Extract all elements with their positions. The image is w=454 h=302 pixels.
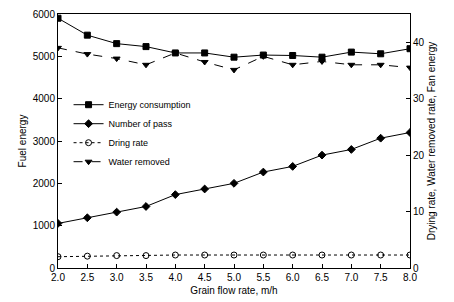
svg-text:20: 20 — [413, 150, 425, 161]
svg-text:1000: 1000 — [33, 220, 56, 231]
svg-text:Energy consumption: Energy consumption — [109, 100, 191, 110]
svg-text:3.5: 3.5 — [139, 272, 153, 283]
svg-text:0: 0 — [49, 263, 55, 274]
svg-text:Fuel energy: Fuel energy — [17, 115, 28, 168]
svg-text:0: 0 — [413, 263, 419, 274]
svg-text:4000: 4000 — [33, 93, 56, 104]
svg-text:6000: 6000 — [33, 9, 56, 20]
svg-text:5.0: 5.0 — [227, 272, 241, 283]
svg-text:7.0: 7.0 — [344, 272, 358, 283]
svg-text:2000: 2000 — [33, 178, 56, 189]
svg-text:2.0: 2.0 — [51, 272, 65, 283]
svg-text:8.0: 8.0 — [403, 272, 417, 283]
svg-text:Number of pass: Number of pass — [109, 119, 173, 129]
svg-text:30: 30 — [413, 93, 425, 104]
svg-text:Grain flow rate, m/h: Grain flow rate, m/h — [190, 285, 277, 296]
svg-text:Water removed: Water removed — [109, 157, 170, 167]
svg-text:4.0: 4.0 — [168, 272, 182, 283]
svg-text:Drying rate, Water removed rat: Drying rate, Water removed rate, Fan ene… — [426, 42, 437, 241]
svg-text:Dring rate: Dring rate — [109, 138, 149, 148]
svg-text:4.5: 4.5 — [198, 272, 212, 283]
svg-text:3000: 3000 — [33, 136, 56, 147]
svg-text:40: 40 — [413, 37, 425, 48]
svg-text:2.5: 2.5 — [80, 272, 94, 283]
svg-text:3.0: 3.0 — [110, 272, 124, 283]
svg-text:6.5: 6.5 — [315, 272, 329, 283]
svg-text:7.5: 7.5 — [374, 272, 388, 283]
svg-text:6.0: 6.0 — [286, 272, 300, 283]
svg-text:5000: 5000 — [33, 51, 56, 62]
svg-text:10: 10 — [413, 206, 425, 217]
svg-text:5.5: 5.5 — [256, 272, 270, 283]
